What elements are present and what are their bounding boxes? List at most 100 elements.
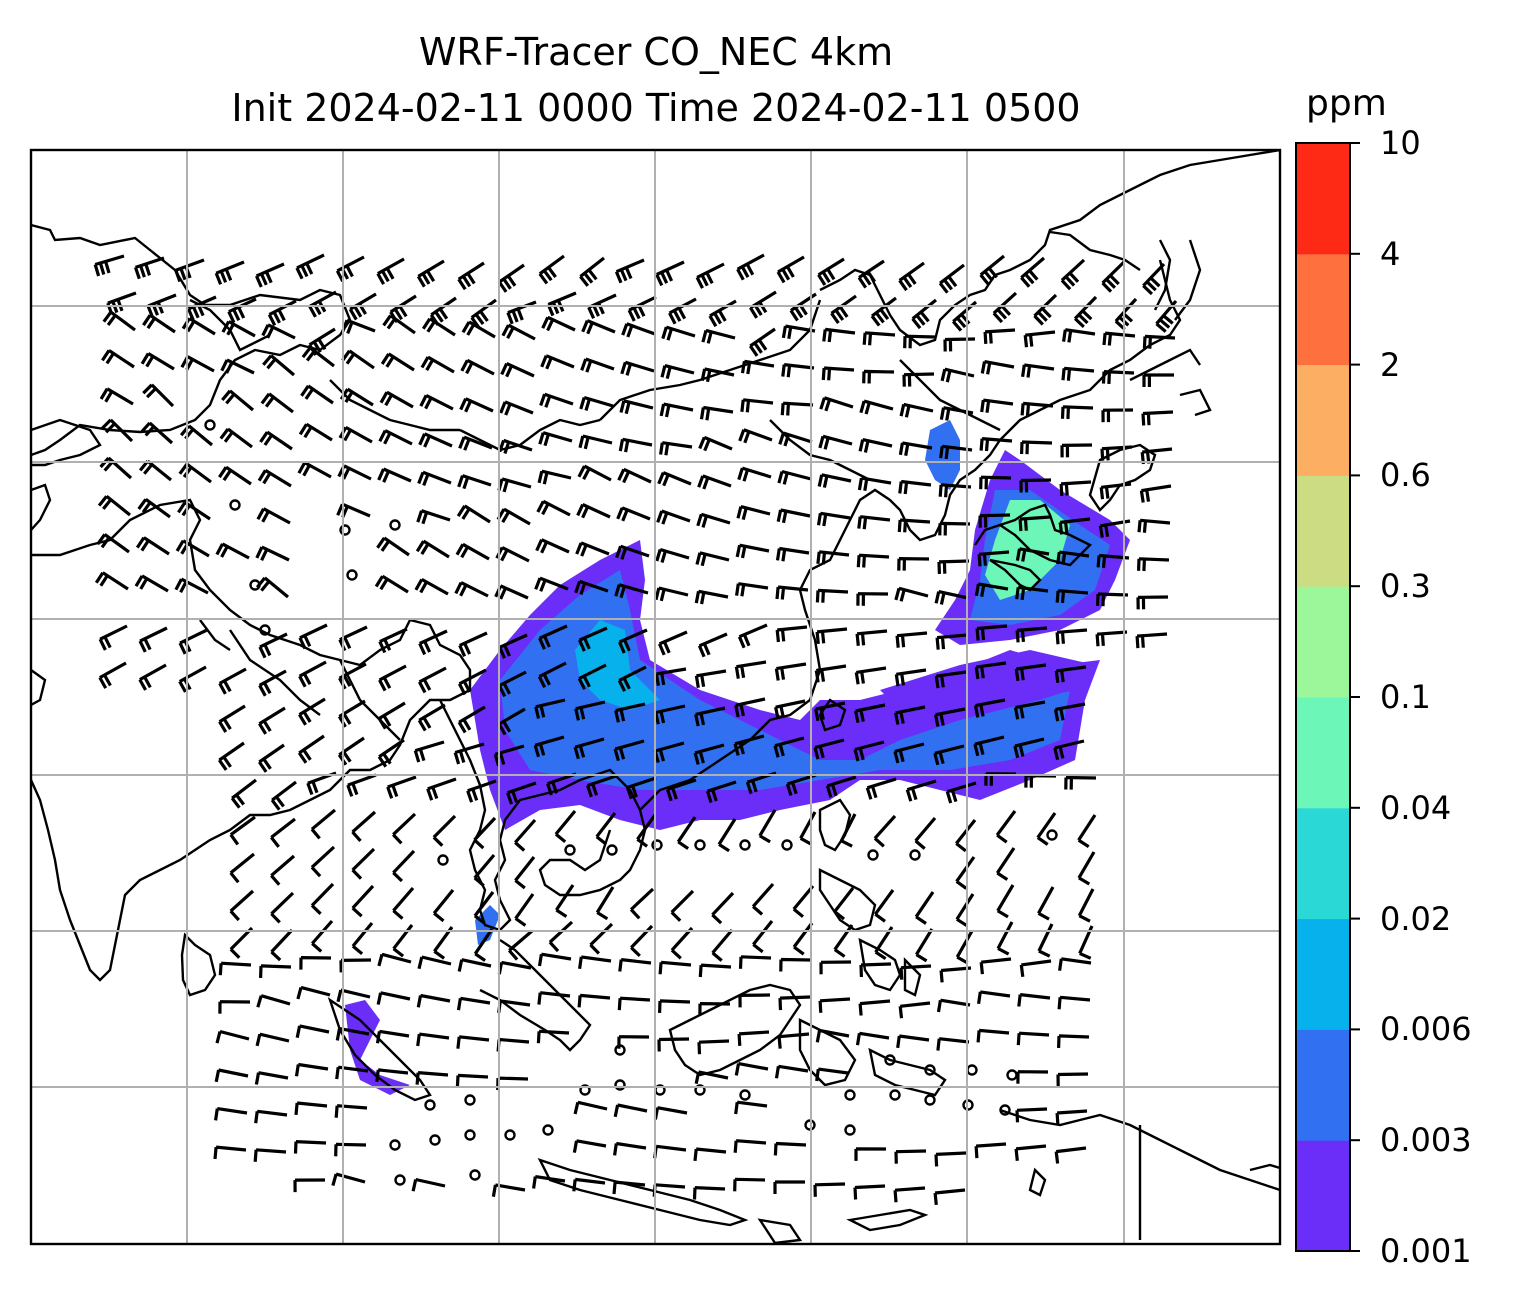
wind-barb (1020, 256, 1046, 288)
calm-wind-markers (204, 419, 1058, 1186)
wind-barb (936, 1037, 970, 1051)
wind-barb (497, 670, 527, 698)
wind-barb (617, 665, 647, 692)
wind-barb (580, 357, 615, 373)
wind-barb (945, 781, 977, 804)
wind-barb (310, 882, 335, 915)
wind-barb (894, 668, 927, 687)
wind-barb (854, 1147, 887, 1161)
wind-barb (466, 779, 497, 803)
wind-barb (473, 816, 497, 850)
colorbar-tick-label: 0.001 (1380, 1232, 1472, 1270)
wind-barb (1101, 370, 1135, 384)
wind-barb (692, 1186, 726, 1200)
wind-barb (1060, 258, 1086, 291)
wind-barb (537, 991, 571, 1005)
wind-barb (899, 964, 932, 980)
wind-barb (221, 389, 255, 412)
wind-barb (895, 631, 928, 648)
wind-barb (1061, 366, 1095, 381)
wind-barb (187, 295, 217, 321)
calm-wind-marker (614, 1044, 626, 1056)
wind-barb (579, 256, 605, 287)
wind-barb (392, 924, 414, 958)
wind-barb (693, 743, 725, 765)
wind-barb (221, 320, 256, 338)
wind-barb (574, 700, 606, 721)
wind-barb (833, 887, 855, 921)
wind-barb (376, 257, 405, 285)
wind-barb (538, 624, 568, 650)
calm-wind-marker (1006, 1069, 1018, 1081)
wind-barb (97, 494, 132, 517)
colorbar-unit-label: ppm (1306, 83, 1387, 124)
wind-barb (595, 886, 615, 921)
wind-barb (386, 775, 417, 799)
wind-barb (776, 255, 805, 284)
colorbar-tick-label: 0.1 (1380, 678, 1431, 716)
wind-barb (96, 533, 130, 554)
wind-barb (538, 254, 565, 285)
colorbar-tick-label: 0.02 (1380, 899, 1452, 938)
wind-barb (614, 258, 645, 284)
wind-barb (586, 774, 617, 798)
wind-barb (297, 461, 332, 479)
wind-barb (614, 583, 649, 599)
wind-barb (229, 815, 256, 846)
wind-barb (955, 819, 977, 853)
wind-barb (577, 663, 607, 690)
wind-barb (133, 256, 165, 280)
wind-barb (454, 581, 489, 598)
wind-barb (310, 808, 337, 840)
wind-barb (578, 955, 612, 970)
wind-barb (670, 889, 695, 922)
wind-barb (1019, 959, 1052, 978)
colorbar-tick-label: 10 (1380, 124, 1421, 162)
wind-barb (1054, 665, 1087, 684)
wind-barb (532, 1175, 566, 1189)
wind-barb (460, 358, 495, 376)
wind-barb (694, 1070, 729, 1085)
calm-wind-marker (999, 1104, 1011, 1116)
wind-barb (1136, 595, 1169, 610)
wind-barb (873, 814, 897, 848)
wind-barb (1013, 737, 1045, 759)
wind-barb (748, 327, 776, 357)
wind-barb (656, 509, 691, 525)
wind-barb (218, 1000, 251, 1014)
wind-barb (374, 574, 409, 594)
wind-barb (1142, 262, 1166, 296)
wind-barb (579, 395, 614, 411)
wind-barb (996, 884, 1015, 919)
wind-barb (539, 392, 574, 408)
wind-barb (705, 780, 737, 804)
wind-barb (934, 1151, 967, 1167)
wind-barb (1020, 440, 1053, 455)
wind-barb (815, 1067, 849, 1082)
wind-barb (146, 293, 177, 318)
calm-wind-marker (1046, 829, 1058, 841)
wind-barb (1057, 1034, 1090, 1048)
wind-barb (839, 813, 857, 848)
wind-barb (1059, 480, 1092, 496)
colorbar-tick-label: 0.3 (1380, 567, 1431, 606)
wind-barb (905, 779, 937, 802)
colorbar-tick-label: 0.003 (1380, 1121, 1472, 1160)
wind-barb (253, 1148, 287, 1162)
wind-barb (814, 664, 847, 683)
wind-barb (377, 467, 412, 483)
wind-barb (898, 1001, 931, 1019)
colorbar-band (1296, 697, 1350, 809)
wind-barb (270, 891, 295, 924)
wind-barb (862, 331, 896, 346)
wind-barb (1014, 663, 1047, 682)
wind-barb (735, 543, 770, 559)
wind-barb (618, 628, 648, 654)
wind-barb (587, 293, 617, 319)
wind-barb (856, 553, 890, 568)
wind-barb (734, 1100, 768, 1115)
wind-barb (858, 438, 893, 453)
wind-barb (535, 538, 570, 554)
wind-barb (1139, 484, 1172, 503)
wind-barb (738, 993, 771, 1008)
